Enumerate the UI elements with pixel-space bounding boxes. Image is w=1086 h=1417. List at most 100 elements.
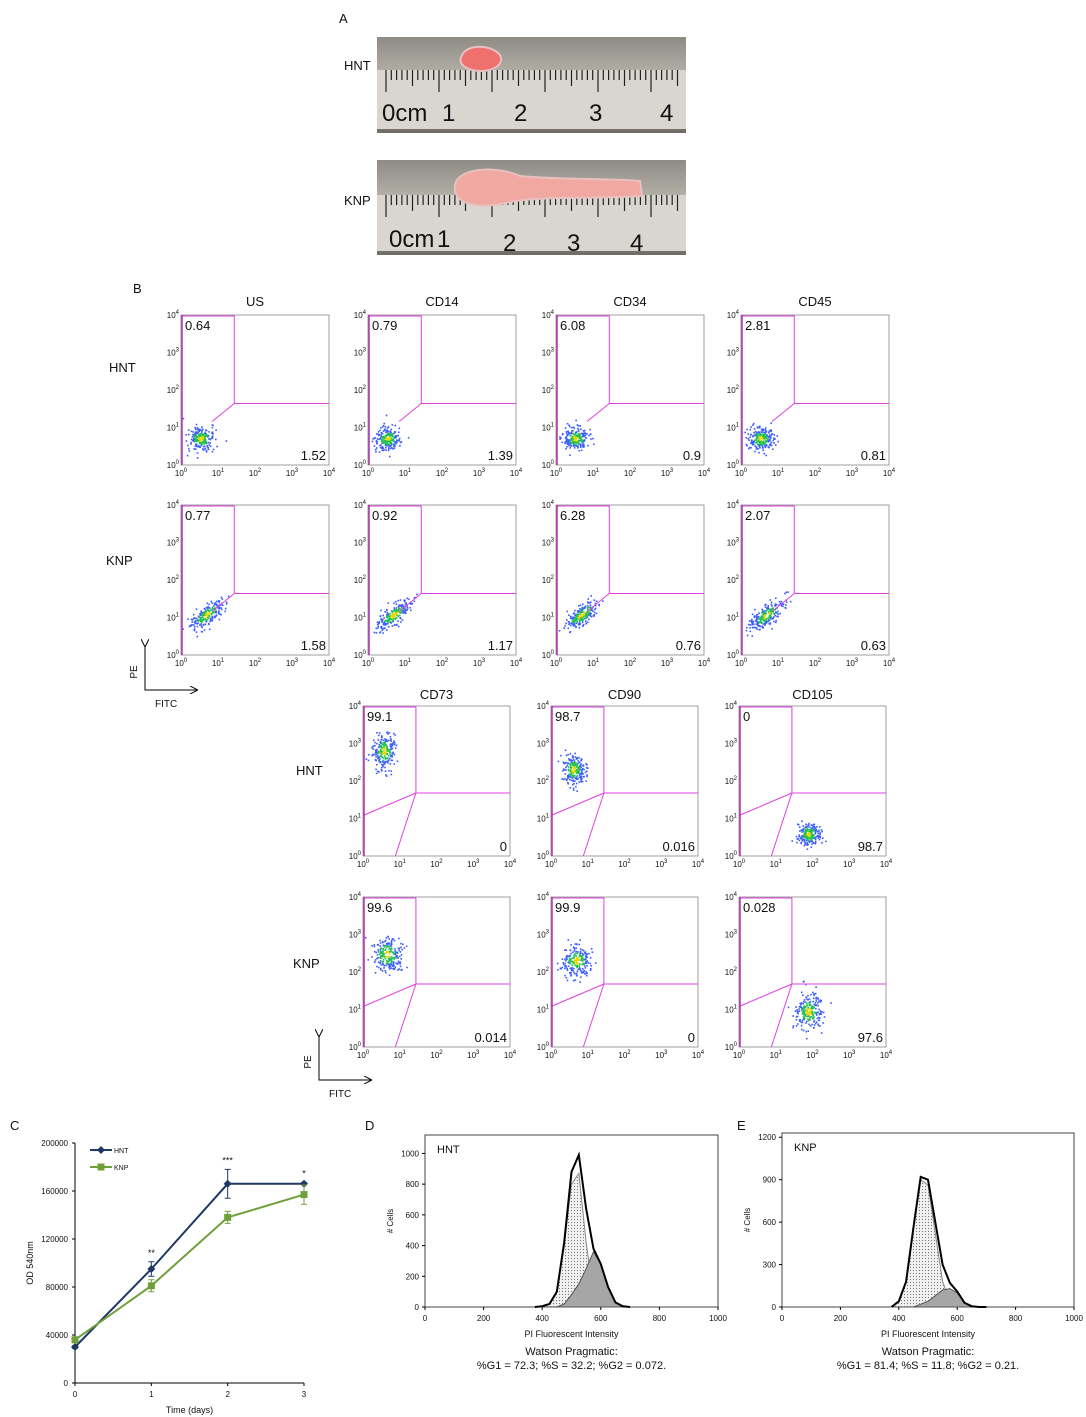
event-dot bbox=[381, 628, 383, 630]
event-dot bbox=[565, 623, 567, 625]
event-dot bbox=[396, 745, 398, 747]
event-dot bbox=[392, 625, 394, 627]
tick-exp: 3 bbox=[855, 658, 859, 664]
event-dot bbox=[769, 444, 771, 446]
event-dot bbox=[206, 621, 208, 623]
event-dot bbox=[753, 423, 755, 425]
event-dot bbox=[796, 1009, 798, 1011]
event-dot bbox=[816, 826, 818, 828]
tick-label: 104 bbox=[727, 310, 740, 320]
event-dot bbox=[582, 972, 584, 974]
tick-label: 102 bbox=[167, 385, 180, 395]
event-dot bbox=[574, 440, 576, 442]
event-dot bbox=[584, 439, 586, 441]
row-label: HNT bbox=[344, 58, 371, 73]
event-dot bbox=[373, 944, 375, 946]
event-dot bbox=[757, 426, 759, 428]
event-dot bbox=[386, 946, 388, 948]
tick-label: 102 bbox=[727, 575, 740, 585]
event-dot bbox=[772, 448, 774, 450]
y-tick-label: 600 bbox=[763, 1218, 777, 1227]
x-tick-label: 1 bbox=[149, 1390, 154, 1399]
tick-label: 102 bbox=[537, 776, 550, 786]
event-dot bbox=[197, 457, 199, 459]
tick-label: 103 bbox=[473, 658, 486, 668]
tick-exp: 4 bbox=[332, 658, 336, 664]
event-dot bbox=[211, 602, 213, 604]
event-dot bbox=[821, 1032, 823, 1034]
event-dot bbox=[390, 736, 392, 738]
event-dot bbox=[385, 972, 387, 974]
event-dot bbox=[767, 438, 769, 440]
tick-exp: 4 bbox=[707, 658, 711, 664]
tick-exp: 4 bbox=[734, 892, 738, 898]
tick-exp: 4 bbox=[513, 859, 517, 865]
y-tick-label: 200000 bbox=[41, 1139, 68, 1148]
row-label: HNT bbox=[296, 763, 323, 778]
event-dot bbox=[383, 430, 385, 432]
event-dot bbox=[394, 734, 396, 736]
event-dot bbox=[749, 631, 751, 633]
event-dot bbox=[207, 436, 209, 438]
event-dot bbox=[771, 444, 773, 446]
event-dot bbox=[573, 433, 575, 435]
event-dot bbox=[580, 443, 582, 445]
event-dot bbox=[389, 617, 391, 619]
tick-exp: 4 bbox=[734, 701, 738, 707]
tick-label: 103 bbox=[655, 1050, 668, 1060]
event-dot bbox=[383, 742, 385, 744]
tick-exp: 0 bbox=[551, 460, 555, 466]
tick-exp: 0 bbox=[546, 851, 550, 857]
event-dot bbox=[376, 732, 378, 734]
event-dot bbox=[385, 956, 387, 958]
event-dot bbox=[208, 431, 210, 433]
event-dot bbox=[406, 598, 408, 600]
quadrant-value: 1.52 bbox=[301, 448, 326, 463]
tick-label: 102 bbox=[618, 859, 631, 869]
tick-exp: 0 bbox=[371, 468, 375, 474]
tick-exp: 2 bbox=[815, 1050, 819, 1056]
event-dot bbox=[568, 445, 570, 447]
event-dot bbox=[813, 1014, 815, 1016]
x-tick-label: 800 bbox=[1009, 1314, 1023, 1323]
event-dot bbox=[206, 434, 208, 436]
event-dot bbox=[224, 611, 226, 613]
event-dot bbox=[186, 440, 188, 442]
event-dot bbox=[590, 595, 592, 597]
event-dot bbox=[815, 986, 817, 988]
event-dot bbox=[762, 614, 764, 616]
event-dot bbox=[575, 979, 577, 981]
tick-label: 104 bbox=[542, 500, 555, 510]
event-dot bbox=[397, 620, 399, 622]
event-dot bbox=[572, 960, 574, 962]
event-dot bbox=[746, 630, 748, 632]
point bbox=[148, 1282, 155, 1289]
event-dot bbox=[203, 608, 205, 610]
event-dot bbox=[575, 952, 577, 954]
event-dot bbox=[383, 750, 385, 752]
event-dot bbox=[405, 609, 407, 611]
event-dot bbox=[578, 617, 580, 619]
tick-label: 102 bbox=[436, 468, 449, 478]
event-dot bbox=[218, 612, 220, 614]
event-dot bbox=[390, 949, 392, 951]
event-dot bbox=[746, 444, 748, 446]
event-dot bbox=[385, 745, 387, 747]
event-dot bbox=[758, 444, 760, 446]
event-dot bbox=[775, 597, 777, 599]
event-dot bbox=[560, 437, 562, 439]
event-dot bbox=[810, 994, 812, 996]
tick-exp: 0 bbox=[742, 1050, 746, 1056]
event-dot bbox=[771, 602, 773, 604]
tick-exp: 2 bbox=[439, 1050, 443, 1056]
tick-exp: 1 bbox=[781, 468, 785, 474]
event-dot bbox=[579, 955, 581, 957]
event-dot bbox=[382, 760, 384, 762]
event-dot bbox=[374, 745, 376, 747]
series-line bbox=[75, 1195, 304, 1340]
event-dot bbox=[752, 627, 754, 629]
event-dot bbox=[570, 761, 572, 763]
event-dot bbox=[573, 770, 575, 772]
event-dot bbox=[378, 621, 380, 623]
tick-label: 101 bbox=[725, 1005, 738, 1015]
